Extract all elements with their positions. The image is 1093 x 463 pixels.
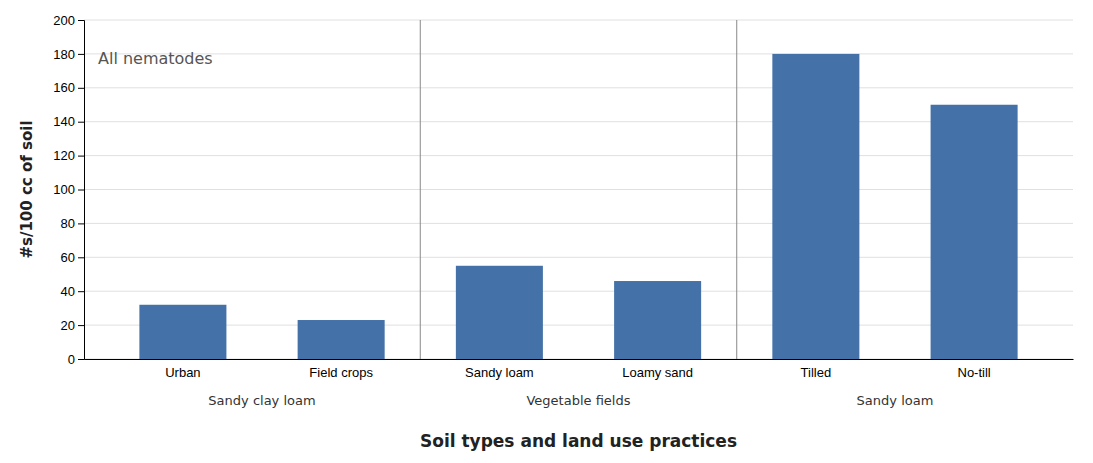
group-label: Sandy clay loam <box>208 393 315 408</box>
tick-mark <box>78 359 84 360</box>
tick-mark <box>78 325 84 326</box>
tick-label: 20 <box>61 318 75 333</box>
tick: 0 <box>68 352 84 367</box>
grid-line <box>84 53 1073 54</box>
tick-label: Sandy loam <box>465 365 534 380</box>
tick-label: Field crops <box>309 365 373 380</box>
tick: Field crops <box>309 359 373 380</box>
tick-label: 140 <box>53 114 75 129</box>
dividers <box>420 20 736 359</box>
group-labels: Sandy clay loam Vegetable fields Sandy loa… <box>208 393 933 408</box>
tick-label: 60 <box>61 250 75 265</box>
bar <box>614 281 701 359</box>
bar <box>139 305 226 359</box>
tick: 40 <box>61 284 84 299</box>
tick-mark <box>78 88 84 89</box>
group-label: Sandy loam <box>857 393 934 408</box>
grid-line <box>84 291 1073 292</box>
grid <box>84 20 1073 359</box>
grid-line <box>84 189 1073 190</box>
x-axis: Urban Field crops Sandy loam Loamy sand Till… <box>85 359 1074 380</box>
tick: Loamy sand <box>622 359 693 380</box>
grid-line <box>84 257 1073 258</box>
tick: 120 <box>53 148 84 163</box>
group-divider <box>420 20 421 359</box>
tick-mark <box>78 223 84 224</box>
grid-line <box>84 87 1073 88</box>
grid-line <box>84 325 1073 326</box>
tick-mark <box>78 54 84 55</box>
tick-mark <box>78 190 84 191</box>
tick-label: Loamy sand <box>622 365 693 380</box>
x-axis-title: Soil types and land use practices <box>420 431 737 451</box>
tick: 60 <box>61 250 84 265</box>
bar <box>298 320 385 359</box>
group-label: Vegetable fields <box>526 393 630 408</box>
tick: 100 <box>53 182 84 197</box>
chart: 0 20 40 60 80 100 120 140 160 180 200 Urban Field cr… <box>0 0 1093 463</box>
tick-label: 40 <box>61 284 75 299</box>
grid-line <box>84 155 1073 156</box>
group-divider <box>736 20 737 359</box>
y-axis-title: #s/100 cc of soil <box>18 120 36 258</box>
tick-label: 80 <box>61 216 75 231</box>
tick-label: 0 <box>68 352 75 367</box>
tick: 140 <box>53 114 84 129</box>
bar <box>456 266 543 359</box>
plot: 0 20 40 60 80 100 120 140 160 180 200 Urban Field cr… <box>18 13 1074 451</box>
tick-mark <box>78 156 84 157</box>
grid-line <box>84 223 1073 224</box>
tick-mark <box>78 20 84 21</box>
tick: 200 <box>53 13 84 28</box>
bar <box>772 54 859 359</box>
tick-label: 160 <box>53 80 75 95</box>
tick: No-till <box>957 359 990 380</box>
bar <box>931 105 1018 359</box>
tick-label: 200 <box>53 13 75 28</box>
tick-mark <box>78 257 84 258</box>
tick: 160 <box>53 80 84 95</box>
tick-label: 100 <box>53 182 75 197</box>
tick-label: 180 <box>53 47 75 62</box>
tick: Tilled <box>801 359 832 380</box>
grid-line <box>84 121 1073 122</box>
tick: Sandy loam <box>465 359 534 380</box>
axis-line <box>85 359 1074 360</box>
grid-line <box>84 359 1073 360</box>
tick: 180 <box>53 47 84 62</box>
grid-line <box>84 20 1073 21</box>
y-axis: 0 20 40 60 80 100 120 140 160 180 200 <box>53 13 84 367</box>
bars <box>139 54 1017 359</box>
tick-label: 120 <box>53 148 75 163</box>
tick: 80 <box>61 216 84 231</box>
tick-label: Urban <box>165 365 200 380</box>
tick: Urban <box>165 359 200 380</box>
tick: 20 <box>61 318 84 333</box>
tick-mark <box>78 122 84 123</box>
tick-label: No-till <box>957 365 990 380</box>
tick-label: Tilled <box>801 365 832 380</box>
axis-line <box>78 21 85 360</box>
tick-mark <box>78 291 84 292</box>
annotation: All nematodes <box>98 49 213 68</box>
